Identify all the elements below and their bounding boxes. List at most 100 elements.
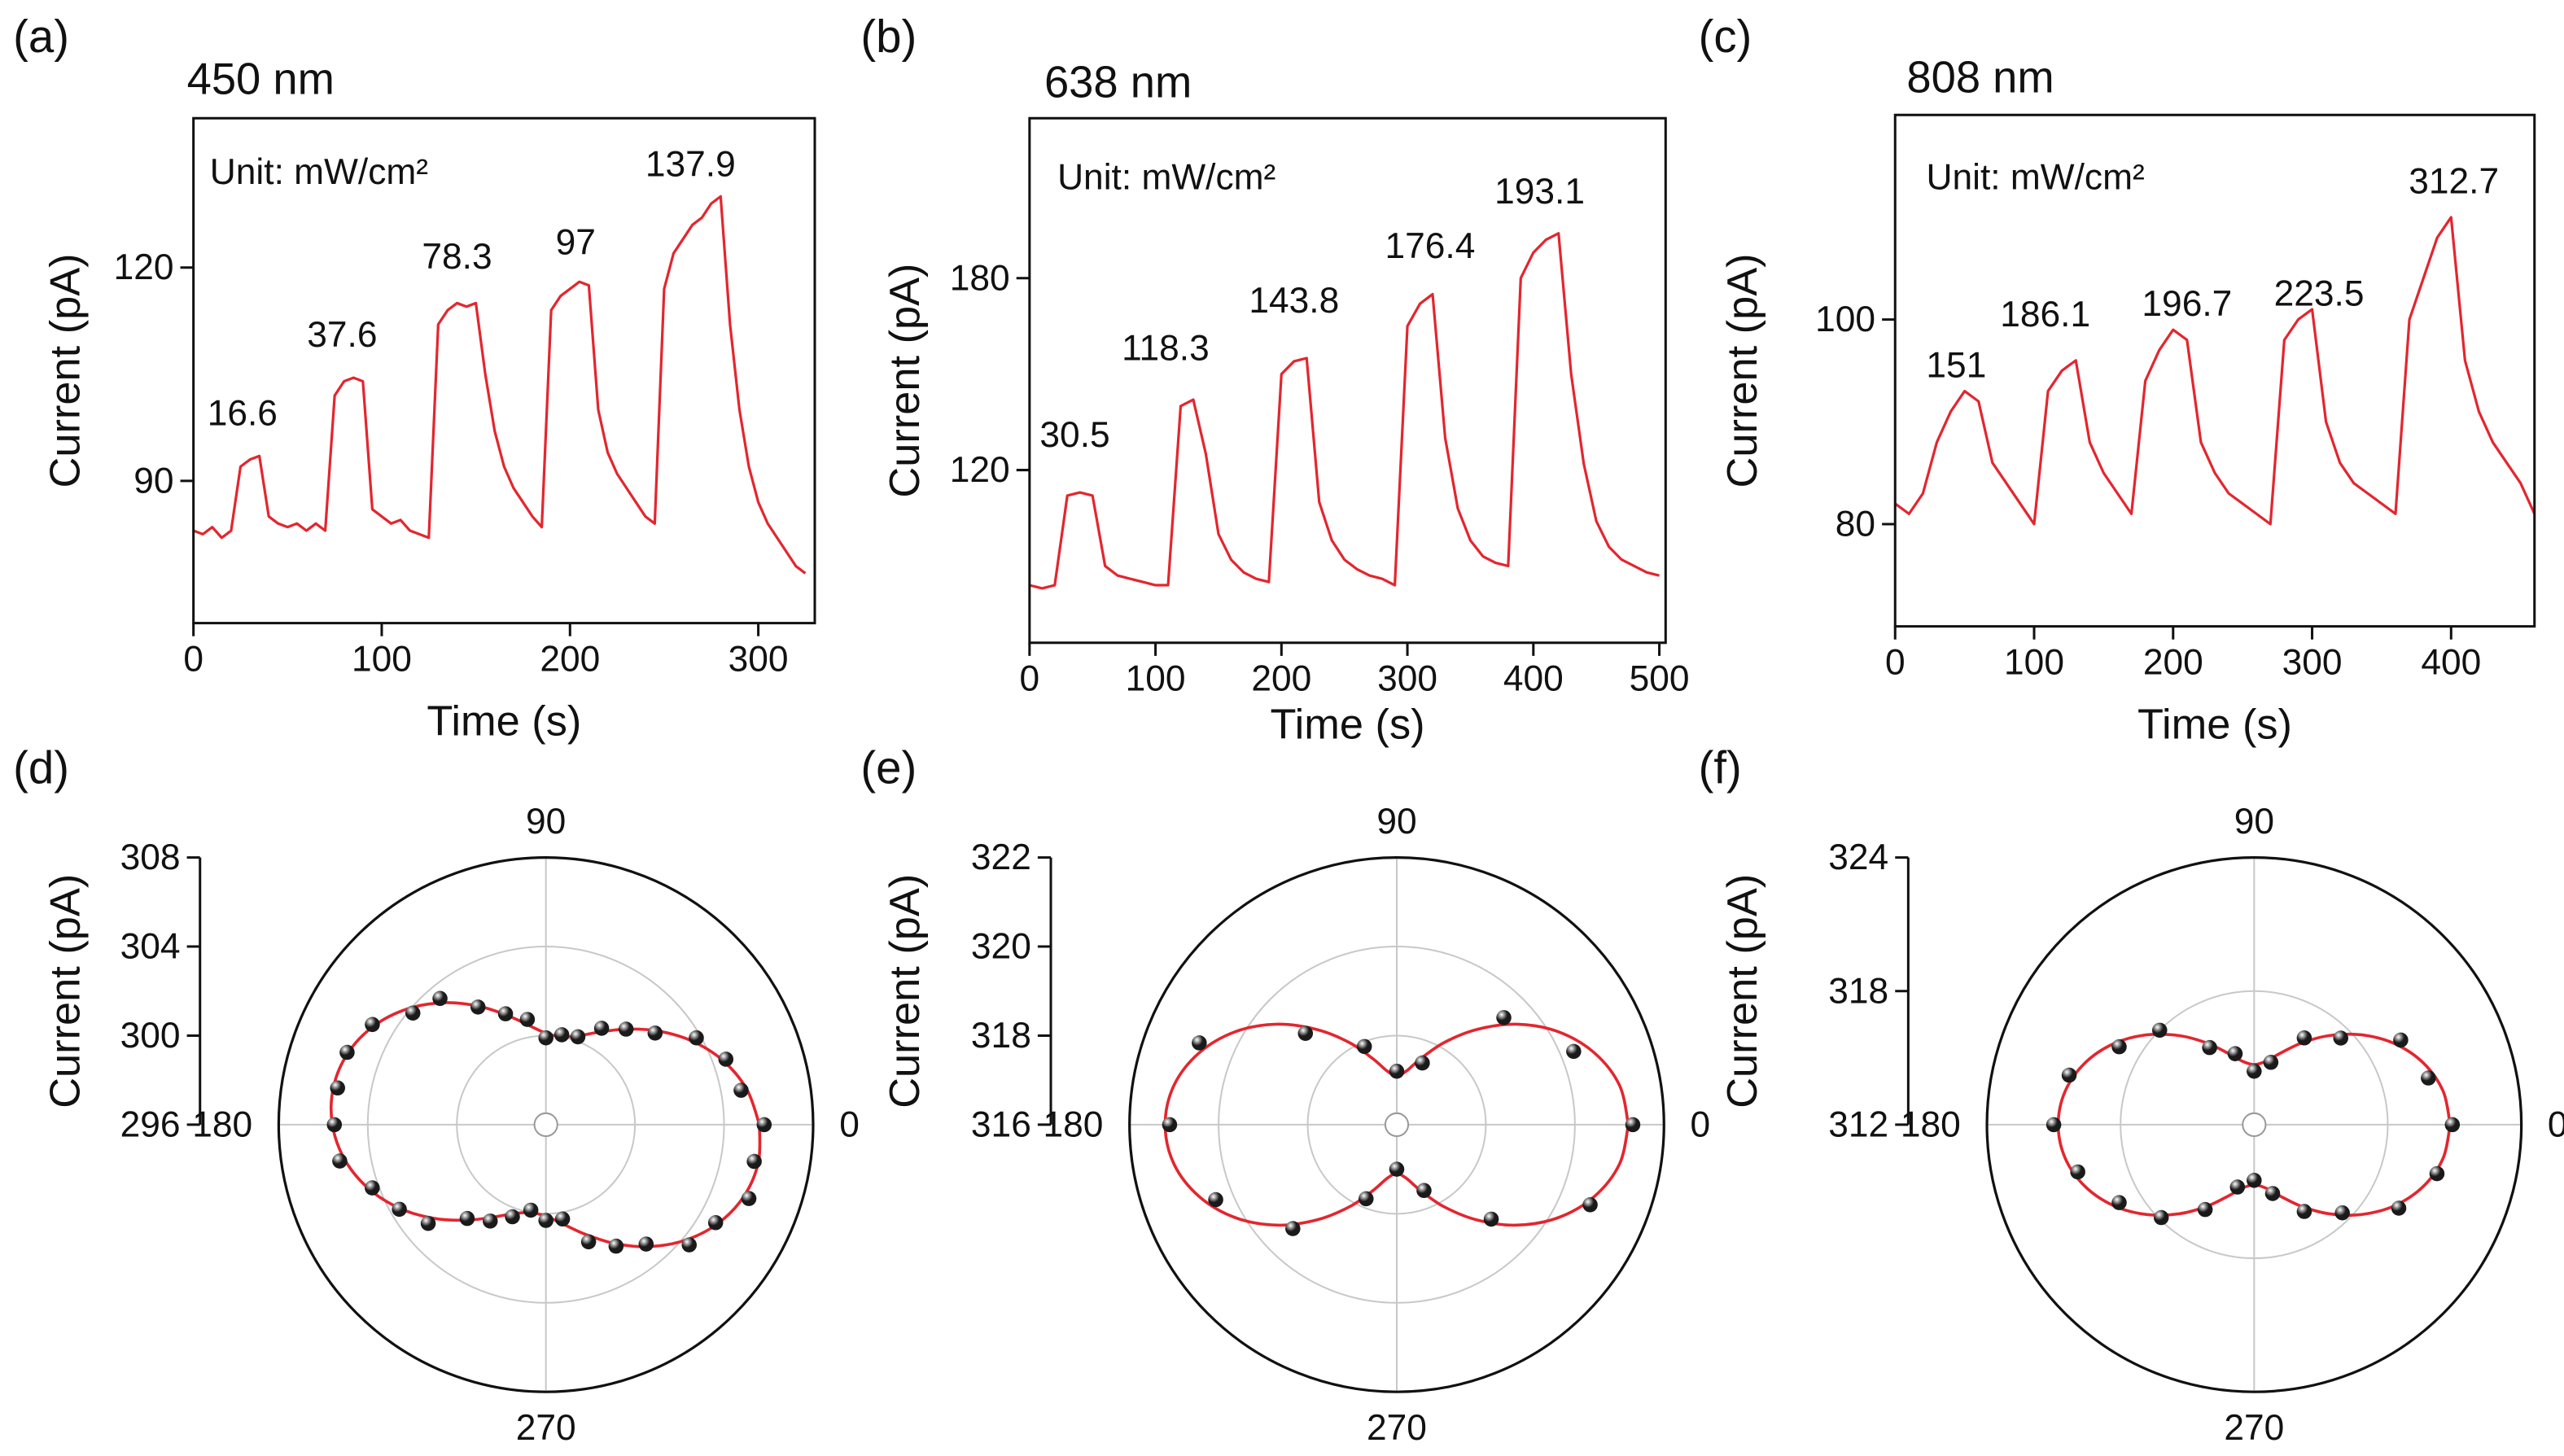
data-point — [2046, 1117, 2062, 1133]
data-point — [1389, 1161, 1405, 1177]
data-point — [497, 1006, 514, 1021]
data-point — [2264, 1186, 2281, 1201]
data-point — [638, 1236, 654, 1252]
radial-tick-label: 318 — [1828, 971, 1888, 1011]
data-point — [339, 1044, 355, 1060]
data-point — [2391, 1200, 2407, 1216]
y-axis-title: Current (pA) — [1719, 253, 1766, 488]
x-tick-label: 200 — [2143, 642, 2203, 682]
intensity-label: 143.8 — [1249, 281, 1339, 321]
data-point — [392, 1201, 407, 1218]
data-point — [2152, 1022, 2168, 1038]
data-point — [365, 1017, 380, 1033]
radial-grid-ring — [1306, 1034, 1487, 1215]
angle-label: 90 — [526, 802, 566, 842]
data-point — [2333, 1030, 2349, 1046]
angle-label: 180 — [1044, 1104, 1104, 1144]
angle-label: 180 — [1901, 1104, 1961, 1144]
unit-note: Unit: mW/cm² — [1927, 157, 2145, 197]
data-point — [523, 1202, 539, 1218]
intensity-label: 223.5 — [2274, 274, 2365, 314]
data-point — [2202, 1039, 2217, 1056]
data-point — [2247, 1063, 2262, 1079]
data-point — [756, 1117, 772, 1133]
x-tick-label: 100 — [352, 639, 412, 679]
data-point — [718, 1052, 734, 1067]
data-point — [1208, 1191, 1223, 1208]
x-tick-label: 200 — [540, 639, 600, 679]
data-point — [2197, 1201, 2213, 1218]
radial-tick-label: 320 — [971, 927, 1031, 967]
data-point — [1483, 1211, 1499, 1227]
data-point — [459, 1210, 475, 1226]
data-point — [553, 1027, 570, 1043]
center-hole — [2242, 1112, 2267, 1138]
data-point — [1297, 1025, 1314, 1041]
chart-title: 450 nm — [187, 54, 335, 103]
angle-label: 90 — [1376, 802, 1416, 842]
data-point — [741, 1191, 757, 1206]
plot-frame — [1028, 116, 1667, 645]
y-tick-label: 120 — [950, 450, 1010, 490]
data-point — [2296, 1030, 2312, 1046]
data-point — [332, 1153, 348, 1169]
x-tick-label: 100 — [2004, 642, 2064, 682]
y-tick-label: 100 — [1815, 300, 1875, 339]
data-point — [2263, 1055, 2279, 1070]
intensity-label: 16.6 — [208, 393, 278, 433]
data-point — [1162, 1117, 1178, 1133]
data-point — [2111, 1038, 2127, 1055]
data-point — [1356, 1038, 1372, 1055]
y-tick-label: 120 — [114, 247, 174, 287]
x-tick-label: 300 — [1377, 659, 1437, 699]
y-axis-title: Current (pA) — [882, 874, 929, 1108]
data-point — [1566, 1043, 1582, 1060]
data-point — [326, 1117, 343, 1133]
data-point — [2229, 1179, 2246, 1195]
x-tick-label: 500 — [1630, 659, 1690, 699]
unit-note: Unit: mW/cm² — [210, 152, 428, 192]
radial-tick-label: 312 — [1828, 1104, 1888, 1144]
panel-label: (e) — [860, 741, 917, 793]
data-point — [2111, 1195, 2127, 1210]
x-tick-label: 200 — [1251, 659, 1311, 699]
data-point — [538, 1213, 553, 1228]
data-point — [1415, 1055, 1430, 1071]
intensity-label: 193.1 — [1494, 172, 1585, 212]
center-hole — [533, 1112, 558, 1138]
intensity-label: 176.4 — [1385, 226, 1475, 266]
panel-label: (c) — [1699, 11, 1752, 62]
data-point — [2070, 1164, 2085, 1180]
intensity-label: 78.3 — [422, 237, 492, 277]
chart-title: 638 nm — [1044, 57, 1192, 107]
x-tick-label: 400 — [1503, 659, 1564, 699]
data-point — [538, 1030, 553, 1046]
data-point — [420, 1215, 436, 1231]
radial-tick-label: 308 — [120, 837, 181, 877]
angle-label: 0 — [839, 1104, 860, 1144]
data-point — [608, 1238, 624, 1254]
data-point — [647, 1025, 663, 1041]
current-trace — [1029, 232, 1660, 590]
angle-label: 180 — [192, 1104, 252, 1144]
data-point — [519, 1012, 536, 1027]
radial-tick-label: 296 — [120, 1104, 181, 1144]
data-point — [1359, 1191, 1374, 1207]
intensity-label: 151 — [1926, 346, 1986, 386]
angle-label: 0 — [2548, 1104, 2564, 1144]
data-point — [1285, 1221, 1301, 1236]
radial-grid-ring — [2120, 990, 2389, 1260]
intensity-label: 118.3 — [1122, 329, 1210, 369]
radial-tick-label: 304 — [120, 927, 181, 967]
intensity-label: 30.5 — [1039, 415, 1109, 455]
data-point — [2421, 1070, 2436, 1086]
chart-title: 808 nm — [1906, 52, 2054, 102]
intensity-label: 196.7 — [2142, 284, 2232, 324]
x-tick-label: 100 — [1126, 659, 1186, 699]
y-axis-title: Current (pA) — [882, 263, 929, 497]
intensity-label: 312.7 — [2409, 161, 2499, 201]
y-tick-label: 180 — [950, 258, 1010, 298]
y-axis-title: Current (pA) — [42, 253, 90, 488]
panel-label: (d) — [13, 741, 69, 793]
